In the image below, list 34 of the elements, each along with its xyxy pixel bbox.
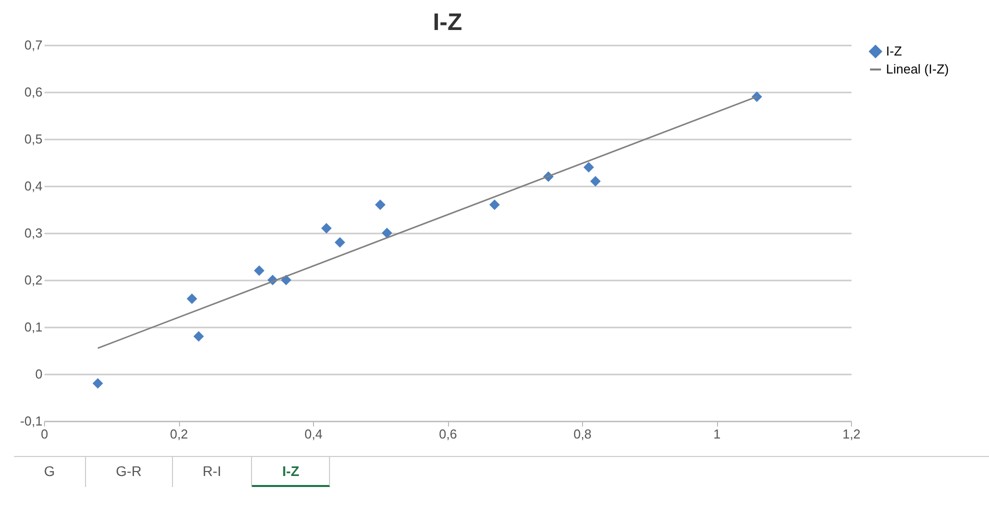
- y-tick-label: 0,3: [24, 226, 42, 240]
- y-tick-label: 0,1: [24, 320, 42, 334]
- legend-label: I-Z: [886, 44, 902, 58]
- y-tick-label: -0,1: [20, 414, 42, 428]
- legend-label: Lineal (I-Z): [886, 62, 949, 76]
- point: [489, 200, 500, 210]
- x-tick-label: 0,4: [304, 426, 323, 442]
- x-tick-label: 0,6: [438, 426, 458, 442]
- point: [280, 274, 292, 286]
- point: [590, 176, 601, 187]
- point: [193, 331, 204, 342]
- y-tick-label: 0,4: [24, 178, 42, 194]
- chart-title: I-Z: [432, 9, 462, 36]
- x-tick-label: 0,8: [573, 426, 592, 442]
- y-tick-label: 0,2: [24, 272, 42, 288]
- point: [254, 265, 264, 276]
- y-tick-label: 0: [35, 366, 42, 382]
- point: [375, 200, 386, 210]
- y-tick-label: 0,5: [24, 132, 42, 146]
- text: G-R: [86, 457, 173, 487]
- y-tick-label: 0,7: [24, 38, 42, 52]
- text: R-I: [172, 457, 252, 487]
- x-tick-label: 1: [713, 426, 721, 442]
- point: [321, 223, 332, 234]
- text: G: [14, 457, 86, 487]
- point: [186, 294, 198, 304]
- x-tick-label: 0,2: [170, 426, 188, 442]
- point: [334, 237, 346, 248]
- x-tick-label: 1,2: [842, 426, 861, 442]
- point: [382, 228, 392, 238]
- y-tick-label: 0,6: [24, 84, 42, 100]
- point: [92, 378, 104, 389]
- point: [583, 162, 594, 172]
- text: I-Z: [252, 457, 330, 487]
